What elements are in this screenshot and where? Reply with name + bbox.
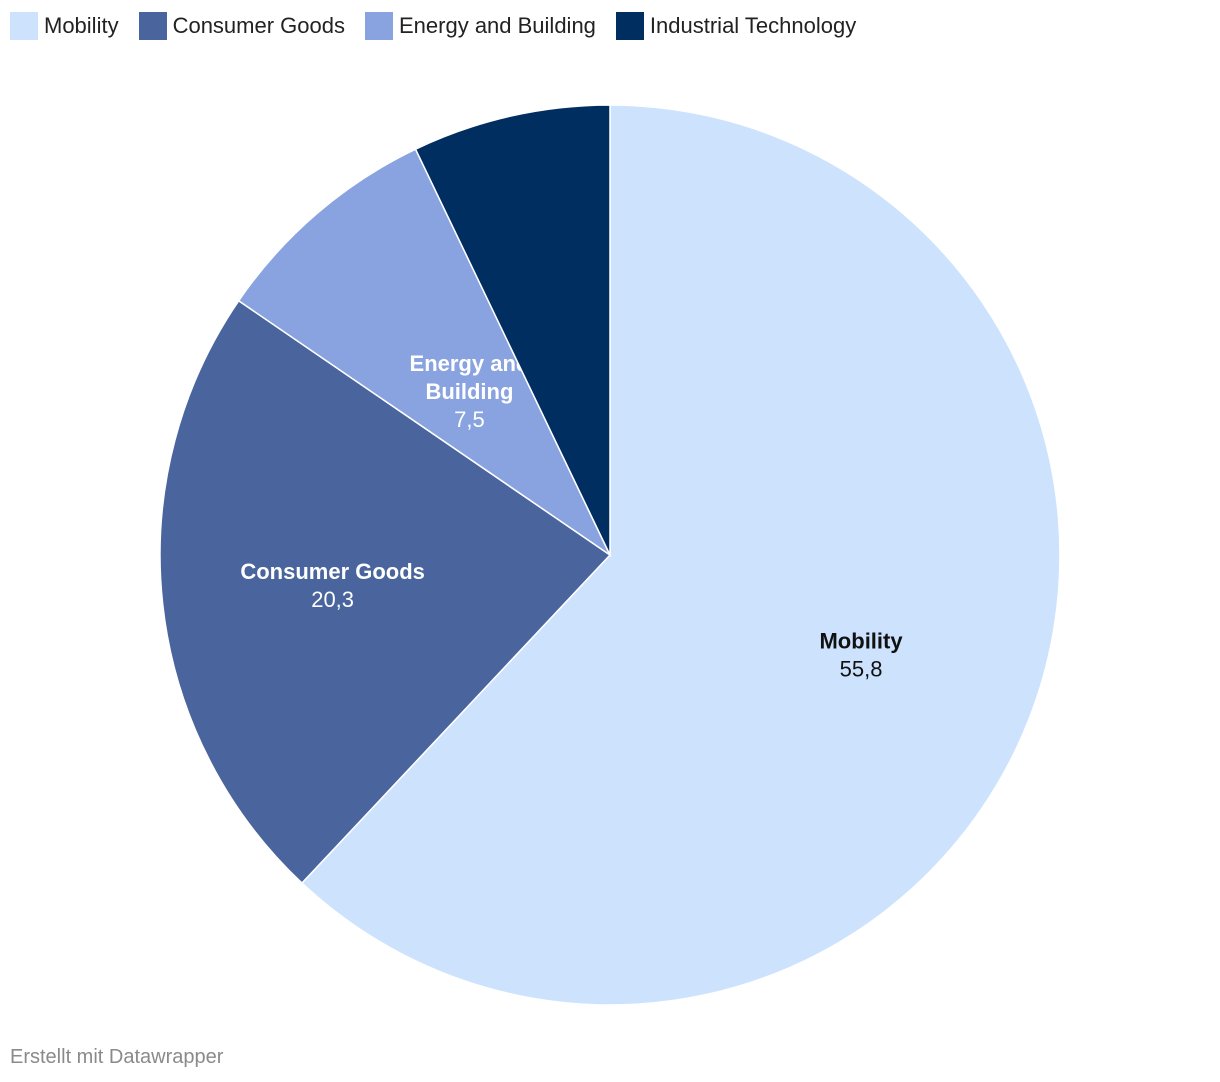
footer-credit: Erstellt mit Datawrapper	[10, 1046, 224, 1068]
legend-item-industrial-technology: Industrial Technology	[615, 12, 857, 40]
slice-value-consumer-goods: 20,3	[311, 587, 354, 612]
legend-label-mobility: Mobility	[44, 13, 119, 38]
chart-legend: Mobility Consumer Goods Energy and Build…	[10, 12, 856, 40]
legend-label-energy-and-building: Energy and Building	[399, 13, 596, 38]
pie-slice-consumer-goods	[159, 299, 612, 885]
legend-swatch-consumer-goods	[138, 12, 167, 40]
legend-label-consumer-goods: Consumer Goods	[172, 13, 345, 38]
pie-chart: Mobility 55,8 Consumer Goods 20,3 Energy and…	[159, 104, 1061, 1006]
legend-label-industrial-technology: Industrial Technology	[649, 13, 857, 38]
legend-swatch-industrial-technology	[615, 12, 644, 40]
legend-swatch-mobility	[10, 12, 38, 40]
slice-value-energy-and-building: 7,5	[454, 407, 485, 432]
slice-label-mobility: Mobility	[819, 628, 903, 653]
slice-value-mobility: 55,8	[840, 656, 883, 681]
pie-slice-energy-and-building	[237, 148, 612, 558]
legend-item-energy-and-building: Energy and Building	[365, 12, 596, 40]
slice-label-consumer-goods: Consumer Goods	[240, 559, 425, 584]
legend-item-consumer-goods: Consumer Goods	[138, 12, 345, 40]
pie-slice-mobility	[300, 104, 1061, 1006]
pie-slice-industrial-technology	[414, 104, 611, 556]
slice-label-energy-and-building: Energy and	[410, 351, 530, 376]
slice-label-energy-and-building: Building	[425, 379, 513, 404]
legend-item-mobility: Mobility	[10, 12, 119, 40]
legend-swatch-energy-and-building	[365, 12, 393, 40]
